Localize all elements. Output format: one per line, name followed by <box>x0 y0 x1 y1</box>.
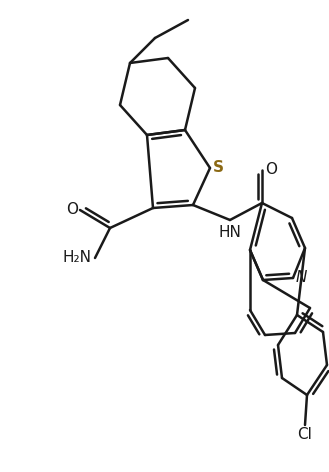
Text: HN: HN <box>218 225 241 240</box>
Text: O: O <box>66 202 78 218</box>
Text: H₂N: H₂N <box>63 251 92 265</box>
Text: N: N <box>296 270 307 286</box>
Text: Cl: Cl <box>297 427 313 442</box>
Text: O: O <box>265 162 277 177</box>
Text: S: S <box>213 160 224 176</box>
